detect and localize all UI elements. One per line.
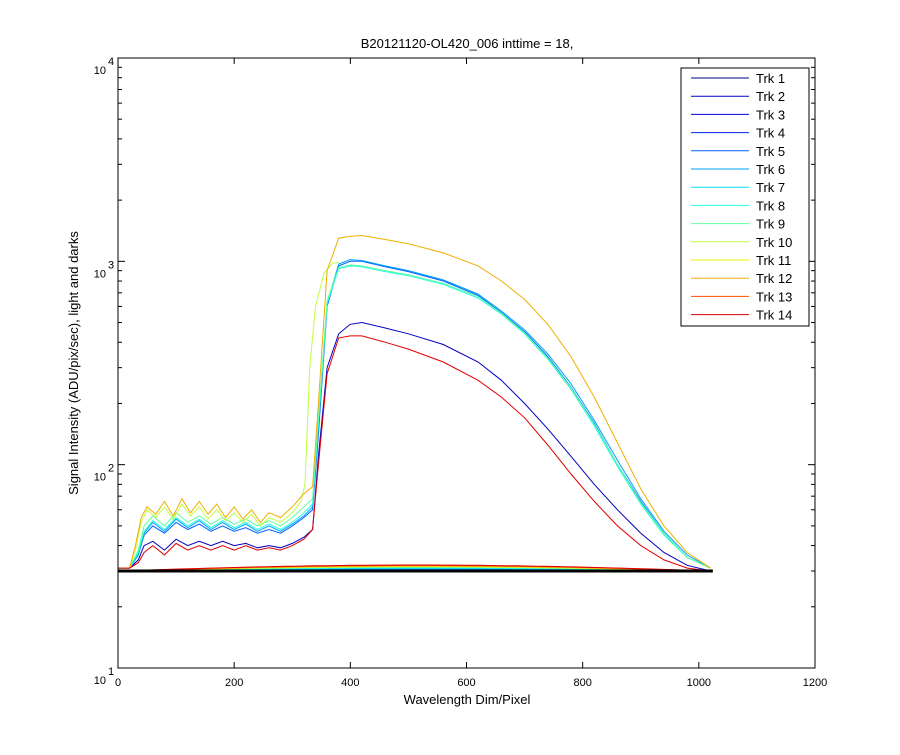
- y-axis-label: Signal Intensity (ADU/pix/sec), light an…: [66, 231, 81, 495]
- legend-label-2: Trk 2: [756, 89, 785, 104]
- series-line-10: [118, 261, 339, 569]
- legend-label-8: Trk 8: [756, 198, 785, 213]
- legend-label-12: Trk 12: [756, 271, 792, 286]
- legend-label-9: Trk 9: [756, 217, 785, 232]
- series-line-14: [118, 335, 711, 572]
- legend-label-5: Trk 5: [756, 144, 785, 159]
- x-tick-label-1200: 1200: [803, 677, 827, 689]
- x-axis-label: Wavelength Dim/Pixel: [404, 692, 531, 707]
- legend: Trk 1 Trk 2 Trk 3 Trk 4 Trk 5 Trk 6 Trk 7 Trk 8…: [680, 67, 810, 327]
- y-tick-label-base-1000: 10: [94, 268, 106, 280]
- y-tick-label-exp-1000: 3: [108, 259, 114, 271]
- series-layer: [117, 234, 713, 573]
- y-tick-label-exp-10: 1: [108, 666, 114, 678]
- x-ticks: 0 200 400 600 800 1000 1200: [115, 58, 827, 689]
- legend-label-14: Trk 14: [756, 308, 792, 323]
- x-tick-label-800: 800: [573, 677, 591, 689]
- legend-label-4: Trk 4: [756, 126, 785, 141]
- series-line-12: [118, 234, 711, 569]
- legend-label-10: Trk 10: [756, 235, 792, 250]
- x-tick-label-400: 400: [341, 677, 359, 689]
- x-tick-label-1000: 1000: [687, 677, 711, 689]
- series-dark-line-14: [117, 564, 713, 572]
- y-tick-label-exp-10000: 4: [108, 56, 114, 68]
- legend-label-7: Trk 7: [756, 180, 785, 195]
- y-tick-label-base-10000: 10: [94, 65, 106, 77]
- x-tick-label-200: 200: [225, 677, 243, 689]
- chart-title: B20121120-OL420_006 inttime = 18,: [361, 36, 574, 51]
- legend-label-13: Trk 13: [756, 289, 792, 304]
- legend-label-3: Trk 3: [756, 107, 785, 122]
- x-tick-label-600: 600: [457, 677, 475, 689]
- y-tick-label-base-100: 10: [94, 472, 106, 484]
- legend-label-1: Trk 1: [756, 71, 785, 86]
- legend-label-6: Trk 6: [756, 162, 785, 177]
- series-line-9: [118, 264, 711, 569]
- x-tick-label-0: 0: [115, 677, 121, 689]
- y-tick-label-exp-100: 2: [108, 463, 114, 475]
- y-tick-label-base-10: 10: [94, 675, 106, 687]
- legend-label-11: Trk 11: [756, 253, 791, 268]
- legend-box: [680, 67, 810, 327]
